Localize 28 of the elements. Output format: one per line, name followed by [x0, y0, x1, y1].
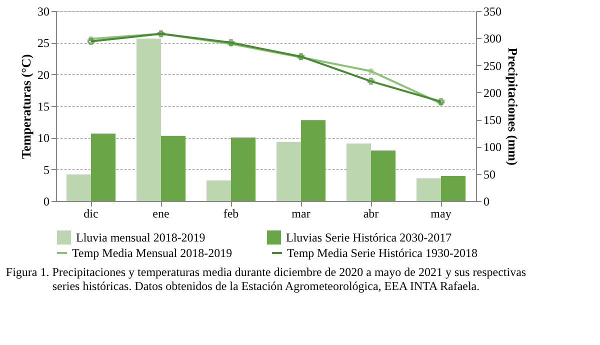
legend-label: Temp Media Serie Histórica 1930-2018: [287, 246, 478, 260]
y-tick-label: 5: [44, 162, 50, 177]
y-tick-label: 15: [38, 100, 50, 114]
x-tick-label: feb: [223, 206, 239, 220]
y2-tick-label: 250: [484, 58, 502, 73]
y2-axis-title: Precipitaciones (mm): [506, 48, 520, 166]
x-tick-label: abr: [363, 206, 379, 220]
legend-label: Temp Media Mensual 2018-2019: [72, 246, 232, 260]
x-tick-label: mar: [292, 206, 310, 220]
y2-tick-label: 50: [484, 167, 496, 182]
y-tick-label: 30: [38, 4, 50, 18]
y2-tick-label: 300: [484, 32, 502, 46]
y2-tick-label: 150: [484, 113, 502, 128]
y2-tick-label: 200: [484, 86, 502, 100]
y2-tick-label: 100: [484, 140, 502, 154]
y-tick-label: 20: [38, 68, 50, 82]
text: Figura 1. Precipitaciones y temperaturas media durante diciembre de 2020 a mayo de 2021 y sus respectivas series históricas. Datos obtenidos de la Estación Agrometeorológica, EEA INTA Rafaela.: [6, 265, 526, 293]
y2-tick-label: 0: [484, 194, 490, 208]
x-tick-label: may: [430, 206, 452, 220]
legend-label: Lluvia mensual 2018-2019: [76, 230, 206, 244]
y-tick-label: 10: [38, 131, 50, 146]
y2-tick-label: 350: [484, 4, 502, 18]
x-tick-label: dic: [84, 206, 98, 220]
legend-label: Lluvias Serie Histórica 2030-2017: [286, 230, 452, 244]
y-tick-label: 25: [38, 36, 50, 50]
y-tick-label: 0: [44, 194, 50, 208]
y-axis-title: Temperaturas (°C): [18, 54, 34, 159]
x-tick-label: ene: [152, 206, 170, 220]
